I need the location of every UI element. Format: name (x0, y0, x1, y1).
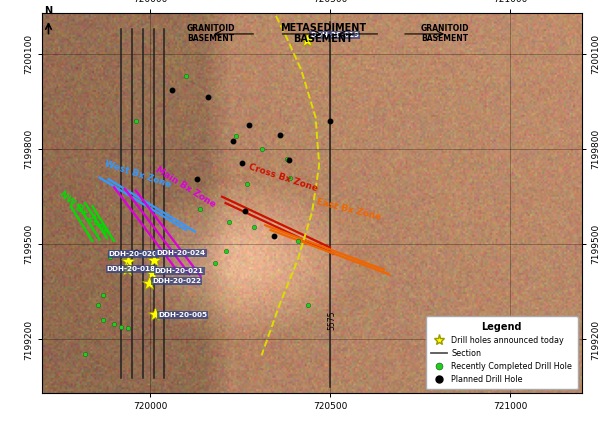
Text: NW Bx Zone: NW Bx Zone (58, 190, 111, 236)
Text: Cross Bx Zone: Cross Bx Zone (247, 162, 319, 193)
Text: GRANITOID
BASEMENT: GRANITOID BASEMENT (421, 24, 469, 43)
Text: DDH-20-020: DDH-20-020 (109, 251, 158, 257)
Text: DDH-20-005: DDH-20-005 (158, 312, 208, 318)
Text: 5575: 5575 (328, 310, 337, 330)
Text: DDH-20-019: DDH-20-019 (310, 32, 359, 38)
Text: N: N (44, 6, 53, 16)
Text: East Bx Zone: East Bx Zone (316, 197, 382, 222)
Text: DDH-20-021: DDH-20-021 (155, 268, 203, 274)
Text: METASEDIMENT
BASEMENT: METASEDIMENT BASEMENT (280, 22, 366, 44)
Text: DDH-20-024: DDH-20-024 (157, 250, 205, 256)
Text: Main Bx Zone: Main Bx Zone (154, 165, 217, 209)
Text: DDH-20-022: DDH-20-022 (152, 278, 201, 284)
Text: West Bx Zone: West Bx Zone (103, 159, 172, 190)
Text: GRANITOID
BASEMENT: GRANITOID BASEMENT (187, 24, 235, 43)
Legend: Drill holes announced today, Section, Recently Completed Drill Hole, Planned Dri: Drill holes announced today, Section, Re… (425, 316, 578, 389)
Text: DDH-20-018: DDH-20-018 (107, 266, 156, 272)
